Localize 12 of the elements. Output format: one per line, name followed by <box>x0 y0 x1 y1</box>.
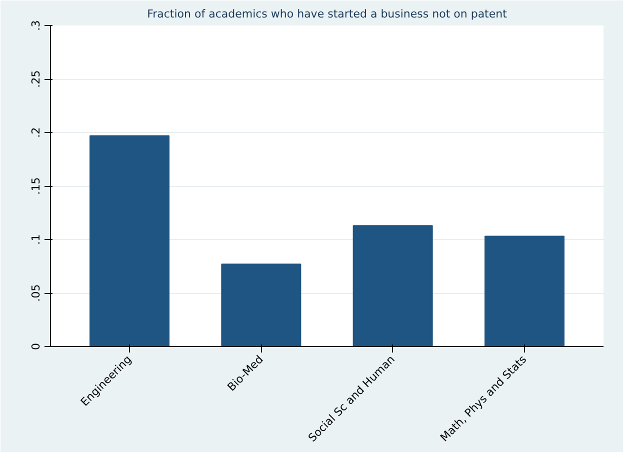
bar <box>90 135 170 346</box>
y-tick-label: .2 <box>30 127 42 138</box>
y-tick-label: .3 <box>30 20 42 31</box>
y-tick-label: .05 <box>30 284 42 302</box>
y-tick-label: .1 <box>30 234 42 245</box>
bar <box>221 264 302 346</box>
y-tick-label: 0 <box>30 343 42 350</box>
chart-title: Fraction of academics who have started a business not on patent <box>147 8 508 20</box>
y-tick-label: .15 <box>30 177 42 195</box>
y-tick-label: .25 <box>30 70 42 88</box>
bar <box>484 236 564 346</box>
bar <box>352 225 433 346</box>
